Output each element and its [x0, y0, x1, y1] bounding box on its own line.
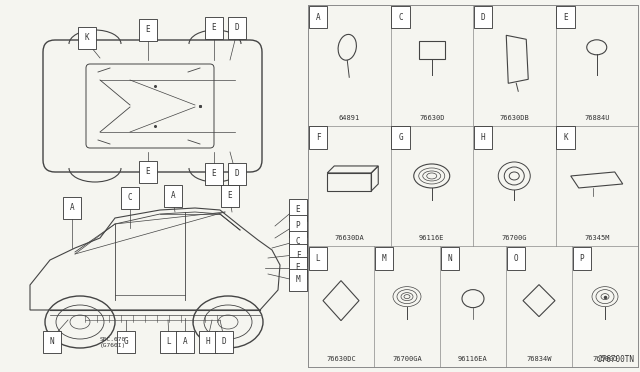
Text: C: C	[128, 193, 132, 202]
Text: E: E	[212, 23, 216, 32]
Text: A: A	[171, 192, 175, 201]
Text: C: C	[398, 13, 403, 22]
Text: 76630DC: 76630DC	[326, 356, 356, 362]
Text: 76345M: 76345M	[584, 235, 609, 241]
Text: D: D	[221, 337, 227, 346]
Text: 96116E: 96116E	[419, 235, 445, 241]
Text: 76630DA: 76630DA	[334, 235, 364, 241]
Text: 96116EA: 96116EA	[458, 356, 488, 362]
Text: F: F	[296, 250, 300, 260]
Text: D: D	[481, 13, 485, 22]
Text: K: K	[563, 133, 568, 142]
Text: A: A	[316, 13, 320, 22]
Text: 76630DB: 76630DB	[499, 115, 529, 121]
Text: A: A	[70, 203, 74, 212]
Text: K: K	[84, 33, 90, 42]
Text: 76630D: 76630D	[419, 115, 445, 121]
Text: D: D	[235, 170, 239, 179]
Text: E: E	[296, 205, 300, 215]
Text: SEC.670
(G760I): SEC.670 (G760I)	[100, 337, 126, 348]
Text: 76700G: 76700G	[502, 235, 527, 241]
Bar	[327, 173, 371, 191]
Text: E: E	[146, 26, 150, 35]
Text: 76834W: 76834W	[526, 356, 552, 362]
Text: N: N	[50, 337, 54, 346]
Text: 64891: 64891	[339, 115, 360, 121]
Text: G: G	[398, 133, 403, 142]
Text: 76500J: 76500J	[592, 356, 618, 362]
Text: P: P	[580, 254, 584, 263]
Text: P: P	[296, 221, 300, 231]
Bar	[308, 5, 638, 367]
Text: A: A	[182, 337, 188, 346]
Text: E: E	[146, 167, 150, 176]
Text: C: C	[296, 237, 300, 247]
Text: E: E	[212, 170, 216, 179]
Text: E: E	[563, 13, 568, 22]
Text: L: L	[166, 337, 172, 346]
Text: L: L	[316, 254, 320, 263]
Text: E: E	[228, 192, 232, 201]
Text: M: M	[381, 254, 387, 263]
Text: 76700GA: 76700GA	[392, 356, 422, 362]
Text: N: N	[448, 254, 452, 263]
Text: D: D	[235, 23, 239, 32]
Text: M: M	[296, 276, 300, 285]
Text: J76700TN: J76700TN	[598, 355, 635, 364]
Text: O: O	[514, 254, 518, 263]
Text: 76884U: 76884U	[584, 115, 609, 121]
Text: E: E	[296, 263, 300, 273]
Text: H: H	[205, 337, 211, 346]
Text: F: F	[316, 133, 320, 142]
Text: H: H	[481, 133, 485, 142]
Text: G: G	[124, 337, 128, 346]
